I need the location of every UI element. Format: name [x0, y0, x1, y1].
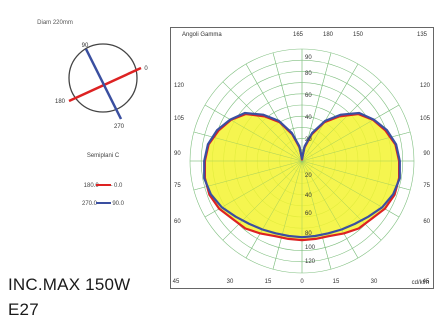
- grid-spoke-overlay: [301, 160, 359, 259]
- right-angle-label: 105: [420, 116, 431, 122]
- bottom-angle-label: 30: [371, 279, 378, 285]
- radial-tick-label: 60: [305, 211, 312, 217]
- radial-tick-label: 80: [305, 231, 312, 237]
- grid-spoke-overlay: [301, 160, 411, 191]
- grid-spoke-overlay: [222, 81, 303, 162]
- left-angle-label: 90: [174, 151, 181, 157]
- radial-tick-label: 40: [305, 115, 312, 121]
- grid-spoke-overlay: [301, 104, 400, 162]
- right-angle-label: 75: [423, 183, 430, 189]
- grid-spoke-overlay: [301, 63, 359, 162]
- grid-spoke-overlay: [245, 160, 303, 259]
- left-angle-label: 75: [174, 183, 181, 189]
- radial-tick-label: 40: [305, 193, 312, 199]
- bottom-angle-label: 45: [173, 279, 180, 285]
- grid-spoke-overlay: [301, 81, 382, 162]
- top-angle-label: 135: [417, 32, 428, 38]
- top-angle-label: 165: [293, 32, 304, 38]
- angle-label-0: 0: [144, 66, 148, 72]
- right-angle-label: 90: [423, 151, 430, 157]
- radial-tick-label: 90: [305, 55, 312, 61]
- left-angle-label: 120: [174, 83, 185, 89]
- product-name: INC.MAX 150W: [8, 275, 131, 294]
- radial-tick-label: 80: [305, 71, 312, 77]
- right-angle-label: 120: [420, 83, 431, 89]
- radial-tick-label: 100: [305, 245, 316, 251]
- bottom-angle-label: 15: [333, 279, 340, 285]
- luminous-fill: [190, 49, 414, 273]
- top-angle-label: 150: [353, 32, 364, 38]
- semiplane-label: Semiplani C: [87, 153, 120, 159]
- radial-tick-label: 20: [305, 173, 312, 179]
- right-angle-label: 60: [423, 219, 430, 225]
- grid-spoke-overlay: [245, 63, 303, 162]
- grid-spoke-overlay: [301, 160, 332, 270]
- unit-label: cd/klm: [412, 280, 429, 286]
- product-base: E27: [8, 300, 39, 319]
- radial-tick-label: 60: [305, 93, 312, 99]
- left-angle-label: 60: [174, 219, 181, 225]
- left-angle-label: 105: [174, 116, 185, 122]
- chart-title: Angoli Gamma: [182, 32, 222, 38]
- radial-tick-label: 120: [305, 259, 316, 265]
- bottom-angle-label: 30: [227, 279, 234, 285]
- grid-spoke-overlay: [204, 104, 303, 162]
- top-angle-label: 180: [323, 32, 334, 38]
- bottom-angle-label: 0: [300, 279, 304, 285]
- c-plane-circle: [68, 43, 138, 113]
- grid-spoke-overlay: [193, 160, 303, 191]
- grid-spoke-overlay: [222, 160, 303, 241]
- angle-label-90: 90: [82, 43, 89, 49]
- bottom-angle-label: 15: [265, 279, 272, 285]
- radial-tick-label: 20: [305, 137, 312, 143]
- series-curve-1: [203, 111, 401, 239]
- c-plane-line-270-90: [84, 48, 123, 120]
- grid-spoke-overlay: [301, 160, 382, 241]
- grid-spoke-overlay: [272, 160, 303, 270]
- intensity-curves: [203, 111, 401, 242]
- angle-label-270: 270: [114, 124, 125, 130]
- bottom-angle-label: 45: [423, 279, 430, 285]
- diameter-label: Diam 220mm: [37, 20, 73, 26]
- c-plane-diagram: Diam 220mm 90 180 270 0 Semiplani C 180.…: [37, 20, 148, 207]
- angle-label-180: 180: [55, 99, 66, 105]
